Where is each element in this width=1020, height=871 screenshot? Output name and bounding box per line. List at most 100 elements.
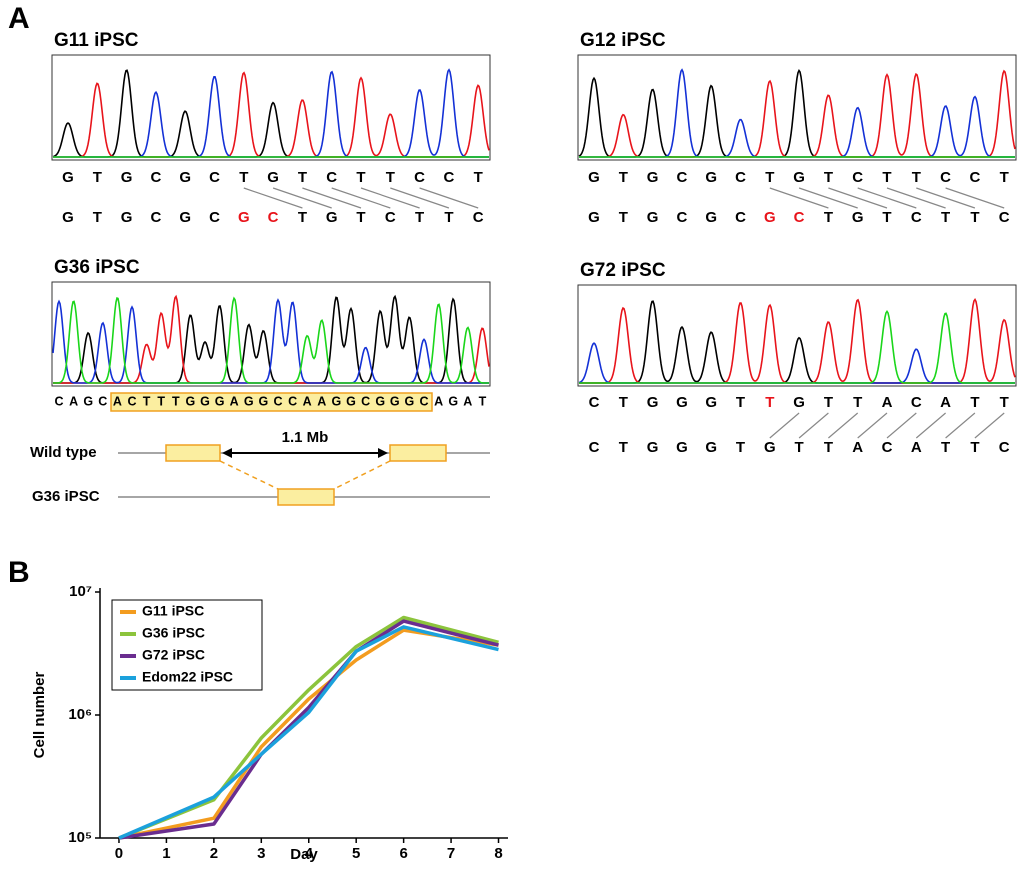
trace [52,298,489,384]
base-letter: A [911,439,922,456]
trace [578,69,1015,158]
base-letter: T [912,169,921,186]
base-letter: A [882,394,893,411]
chromatogram-frame [577,284,1017,387]
base-letter: G [215,394,225,408]
base-letter: G [121,209,133,226]
base-letter: T [356,209,365,226]
base-letter: C [443,169,454,186]
alignment-line [390,187,450,209]
x-tick-label: 3 [257,845,265,862]
base-letter: C [794,209,805,226]
base-letter: C [419,394,428,408]
base-letter: G [448,394,458,408]
x-tick-label: 6 [399,845,407,862]
x-tick-label: 4 [305,845,314,862]
base-letter: G [121,169,133,186]
alignment-line [272,187,332,209]
base-letter: T [479,394,487,408]
base-letter: T [1000,394,1009,411]
base-letter: G [62,209,74,226]
legend-label: G72 iPSC [142,647,205,663]
base-letter: G [83,394,93,408]
alignment-line [769,187,829,209]
base-letter: G [200,394,210,408]
base-letter: C [911,209,922,226]
base-letter: C [150,169,161,186]
base-letter: C [414,169,425,186]
base-letter: G [390,394,400,408]
alignment-line [798,187,858,209]
base-letter: G [238,209,250,226]
diagram-label: G36 iPSC [32,488,100,505]
base-letter: T [736,439,745,456]
base-letter: T [298,209,307,226]
x-tick-label: 0 [115,845,123,862]
base-letter: T [444,209,453,226]
base-letter: G [705,439,717,456]
trace [53,296,489,384]
diagram-label: 1.1 Mb [282,429,329,446]
x-tick-label: 7 [447,845,455,862]
base-letter: T [882,169,891,186]
base-letter: T [941,209,950,226]
base-letter: G [676,394,688,411]
chromatogram-frame [577,54,1017,161]
series-line [118,628,499,840]
base-letter: T [93,169,102,186]
base-letter: A [852,439,863,456]
base-letter: T [941,439,950,456]
legend-label: G36 iPSC [142,625,205,641]
base-letter: T [619,394,628,411]
base-letter: A [317,394,326,408]
base-letter: T [970,394,979,411]
base-letter: C [999,209,1010,226]
series-line [118,625,499,840]
base-letter: T [853,394,862,411]
series-line [118,619,499,840]
base-letter: G [793,169,805,186]
base-letter: G [647,209,659,226]
base-letter: T [93,209,102,226]
base-letter: T [824,439,833,456]
base-letter: G [676,439,688,456]
x-tick-label: 5 [352,845,360,862]
base-letter: T [619,169,628,186]
base-letter: G [647,394,659,411]
base-letter: G [186,394,196,408]
base-letter: A [940,394,951,411]
alignment-line [360,187,420,209]
base-letter: A [113,394,122,408]
x-tick-label: 2 [210,845,218,862]
base-letter: C [589,394,600,411]
legend-label: G11 iPSC [142,603,204,619]
base-letter: C [268,209,279,226]
y-axis-label: Cell number [31,671,48,758]
base-letter: C [98,394,107,408]
base-letter: G [375,394,385,408]
base-letter: C [589,439,600,456]
base-letter: G [267,169,279,186]
alignment-line [974,412,1005,439]
base-letter: G [793,394,805,411]
base-letter: C [150,209,161,226]
base-letter: G [588,169,600,186]
base-letter: T [970,439,979,456]
base-letter: C [969,169,980,186]
base-letter: C [999,439,1010,456]
base-letter: C [911,394,922,411]
base-letter: T [970,209,979,226]
base-letter: A [303,394,312,408]
base-letter: T [824,209,833,226]
base-letter: T [619,209,628,226]
base-letter: G [647,169,659,186]
base-letter: C [735,169,746,186]
base-letter: T [795,439,804,456]
base-letter: T [736,394,745,411]
base-letter: C [209,169,220,186]
base-letter: T [824,169,833,186]
base-letter: G [852,209,864,226]
highlight-box [110,392,433,412]
alignment-line [828,187,888,209]
base-letter: G [705,209,717,226]
